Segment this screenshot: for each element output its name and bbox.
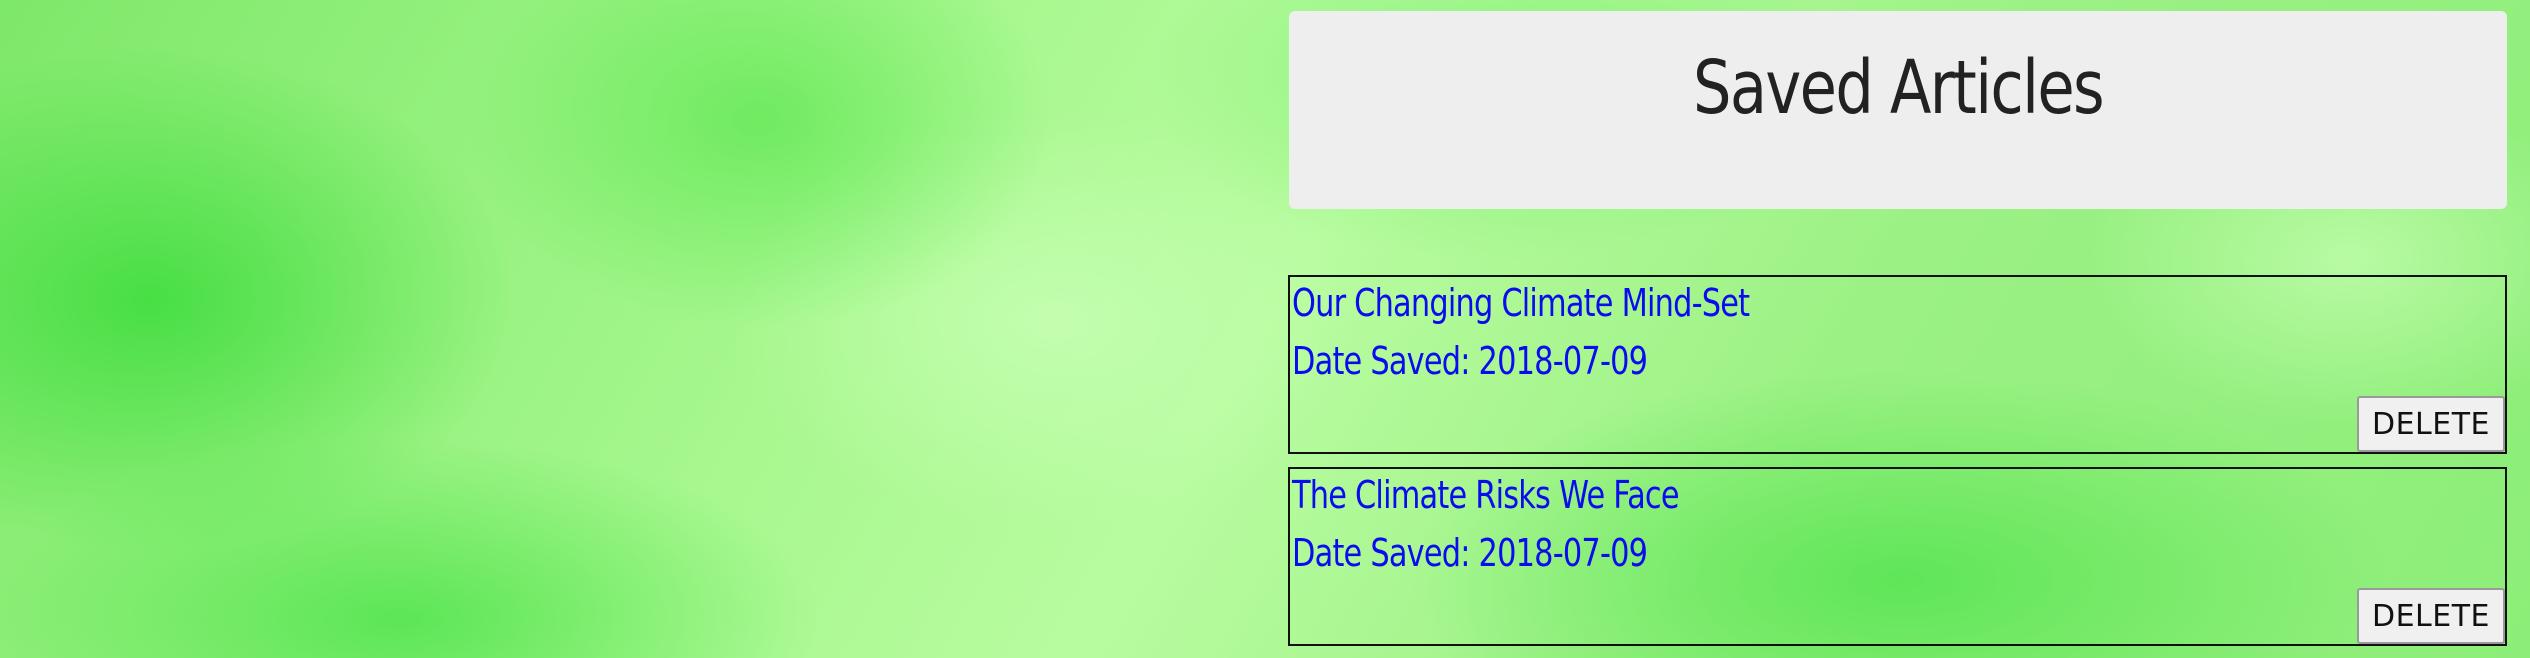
page-title: Saved Articles bbox=[1692, 45, 2105, 131]
saved-article-card: Our Changing Climate Mind-Set Date Saved… bbox=[1288, 275, 2507, 454]
saved-article-card: The Climate Risks We Face Date Saved: 20… bbox=[1288, 467, 2507, 646]
delete-button[interactable]: DELETE bbox=[2357, 588, 2505, 644]
article-date-saved: Date Saved: 2018-07-09 bbox=[1292, 339, 1648, 383]
article-title-link[interactable]: Our Changing Climate Mind-Set bbox=[1292, 281, 1750, 325]
delete-button[interactable]: DELETE bbox=[2357, 396, 2505, 452]
article-title-link[interactable]: The Climate Risks We Face bbox=[1292, 473, 1680, 517]
article-date-saved: Date Saved: 2018-07-09 bbox=[1292, 531, 1648, 575]
header-panel: Saved Articles bbox=[1289, 11, 2507, 209]
